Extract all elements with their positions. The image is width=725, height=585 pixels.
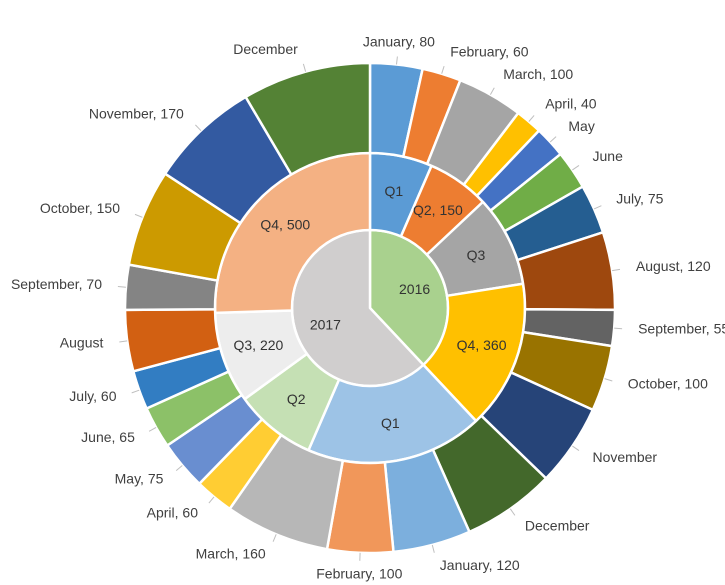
label-month-2017-october: October, 150: [40, 200, 120, 216]
leader-month-2017-october: [134, 213, 143, 218]
label-month-2017-june: June, 65: [81, 429, 135, 445]
leader-month-2016-october: [604, 378, 613, 382]
leader-month-2017-august: [119, 340, 128, 343]
leader-month-2016-april: [528, 115, 535, 122]
label-quarter-2016-q1: Q1: [385, 183, 404, 199]
label-month-2016-may: May: [568, 118, 594, 134]
label-month-2016-june: June: [593, 148, 624, 164]
label-month-2017-april: April, 60: [147, 505, 199, 521]
leader-lines-layer: [117, 56, 623, 561]
label-month-2017-may: May, 75: [115, 470, 164, 486]
label-month-2017-december: December: [233, 41, 298, 57]
leader-month-2017-june: [148, 426, 157, 432]
leader-month-2016-may: [549, 136, 557, 143]
leader-month-2017-january: [431, 544, 435, 553]
leader-month-2017-may: [175, 465, 183, 471]
label-month-2016-december: December: [525, 518, 590, 534]
leader-month-2016-february: [441, 65, 445, 74]
labels-layer: 2016 2017 Q1 Q2, 150 Q3 Q4, 360 Q1 Q2 Q3, 220 Q4,…: [11, 33, 725, 581]
label-month-2017-march: March, 160: [196, 545, 266, 561]
label-quarter-2017-q1: Q1: [381, 415, 400, 431]
label-month-2016-september: September, 55: [638, 321, 725, 337]
label-month-2016-january: January, 80: [363, 33, 435, 49]
label-month-2016-february: February, 60: [450, 43, 529, 59]
leader-month-2016-january: [396, 56, 398, 65]
leader-month-2016-december: [509, 508, 516, 516]
label-month-2017-august: August: [60, 335, 104, 351]
label-month-2016-august: August, 120: [636, 258, 711, 274]
label-quarter-2017-q3: Q3, 220: [233, 337, 283, 353]
leader-month-2016-november: [572, 445, 580, 452]
label-quarter-2016-q2: Q2, 150: [413, 202, 463, 218]
leader-month-2017-december: [302, 63, 307, 72]
slices-layer: [123, 61, 617, 555]
leader-month-2016-september: [614, 327, 623, 330]
leader-month-2017-september: [117, 286, 126, 288]
label-month-2016-july: July, 75: [616, 191, 663, 207]
label-quarter-2017-q2: Q2: [287, 391, 306, 407]
label-quarter-2017-q4: Q4, 500: [260, 217, 310, 233]
leader-month-2017-november: [195, 124, 202, 132]
label-year-2017: 2017: [310, 316, 341, 332]
label-month-2016-march: March, 100: [503, 66, 573, 82]
leader-month-2016-july: [593, 205, 602, 210]
label-month-2017-july: July, 60: [69, 388, 116, 404]
label-month-2017-february: February, 100: [316, 566, 402, 582]
slice-month-2017-december: [244, 61, 372, 176]
label-year-2016: 2016: [399, 281, 430, 297]
leader-month-2016-june: [572, 164, 580, 171]
leader-month-2017-april: [208, 496, 215, 504]
leader-month-2016-august: [612, 268, 621, 272]
label-quarter-2016-q3: Q3: [467, 247, 486, 263]
leader-month-2016-march: [489, 87, 495, 95]
label-month-2017-september: September, 70: [11, 276, 102, 292]
label-month-2016-october: October, 100: [628, 376, 708, 392]
label-month-2017-january: January, 120: [440, 557, 520, 573]
leader-month-2017-march: [272, 534, 277, 542]
label-month-2016-april: April, 40: [545, 96, 597, 112]
label-month-2017-november: November, 170: [89, 105, 184, 121]
leader-month-2017-july: [131, 389, 140, 394]
label-quarter-2016-q4: Q4, 360: [457, 337, 507, 353]
label-month-2016-november: November: [593, 449, 658, 465]
